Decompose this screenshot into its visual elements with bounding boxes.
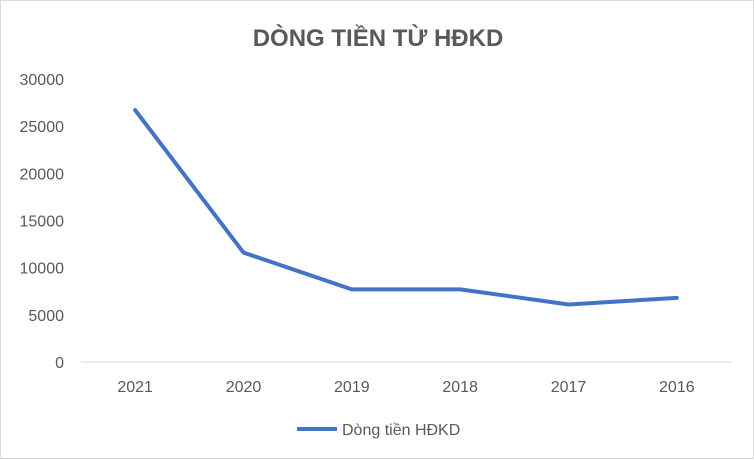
y-tick-label: 30000 [20,72,65,89]
x-tick-label: 2019 [334,379,370,396]
y-tick-label: 25000 [20,119,65,136]
chart-title: DÒNG TIỀN TỪ HĐKD [253,24,504,52]
legend: Dòng tiền HĐKD [297,422,460,439]
y-axis-ticks: 0 5000 10000 15000 20000 25000 30000 [20,72,65,372]
x-axis-ticks: 2021 2020 2019 2018 2017 2016 [117,379,694,396]
y-tick-label: 15000 [20,214,65,231]
y-tick-label: 20000 [20,166,65,183]
x-tick-label: 2016 [659,379,695,396]
x-tick-label: 2017 [551,379,587,396]
series-layer [133,108,679,307]
series-line [133,108,679,307]
x-tick-label: 2021 [117,379,153,396]
y-tick-label: 10000 [20,261,65,278]
legend-label: Dòng tiền HĐKD [342,422,460,439]
y-tick-label: 5000 [28,308,64,325]
x-tick-label: 2018 [442,379,478,396]
x-tick-label: 2020 [226,379,262,396]
y-tick-label: 0 [55,355,64,372]
